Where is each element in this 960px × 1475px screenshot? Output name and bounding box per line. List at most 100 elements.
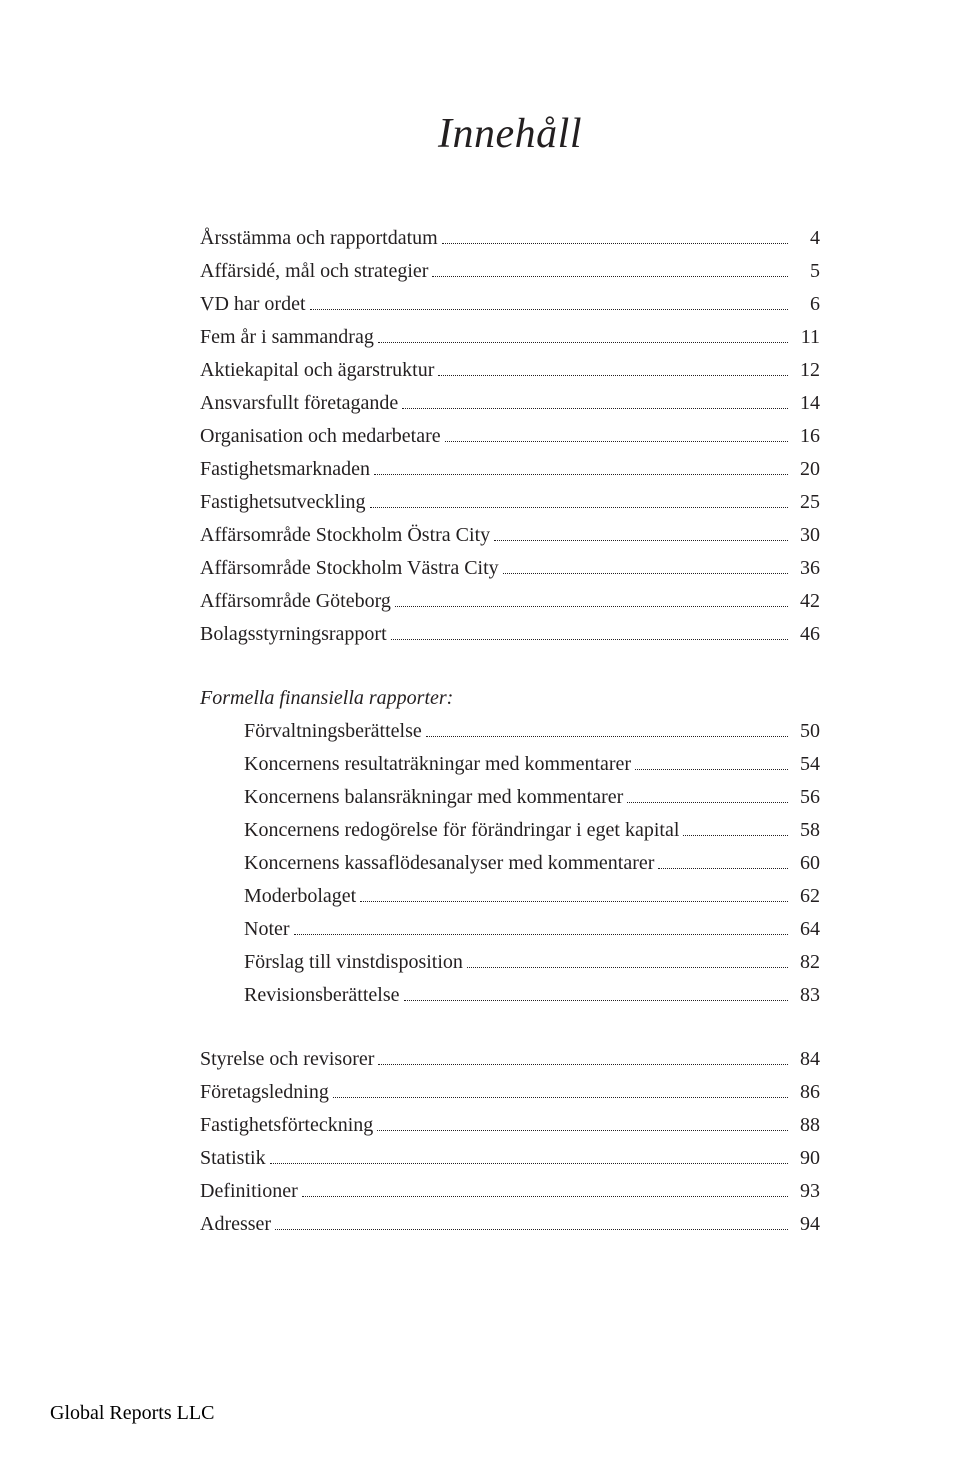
toc-leader: [467, 966, 788, 968]
toc-label: Affärsidé, mål och strategier: [200, 261, 428, 281]
toc-leader: [442, 242, 788, 244]
toc-row: Affärsidé, mål och strategier 5: [200, 261, 820, 281]
toc-label: Styrelse och revisorer: [200, 1049, 374, 1069]
toc-page-number: 58: [792, 820, 820, 840]
toc-row: Definitioner 93: [200, 1181, 820, 1201]
toc-page-number: 5: [792, 261, 820, 281]
toc-label: Fastighetsförteckning: [200, 1115, 373, 1135]
toc-leader: [391, 638, 788, 640]
toc-label: Affärsområde Stockholm Östra City: [200, 525, 490, 545]
toc-leader: [360, 900, 788, 902]
toc-leader: [395, 605, 788, 607]
toc-page-number: 93: [792, 1181, 820, 1201]
page: Innehåll Årsstämma och rapportdatum4 Affä…: [0, 0, 960, 1475]
toc-row: Styrelse och revisorer 84: [200, 1049, 820, 1069]
toc-page-number: 84: [792, 1049, 820, 1069]
toc-leader: [494, 539, 788, 541]
toc-label: Aktiekapital och ägarstruktur: [200, 360, 434, 380]
toc-row: Bolagsstyrningsrapport 46: [200, 624, 820, 644]
toc-row: Förslag till vinstdisposition82: [200, 952, 820, 972]
toc-leader: [302, 1195, 788, 1197]
toc-label: Förvaltningsberättelse: [244, 721, 422, 741]
toc-label: Fastighetsutveckling: [200, 492, 366, 512]
toc-section-heading: Formella finansiella rapporter:: [200, 688, 820, 708]
toc-row: Aktiekapital och ägarstruktur 12: [200, 360, 820, 380]
toc-page-number: 14: [792, 393, 820, 413]
toc-leader: [378, 341, 788, 343]
toc-page-number: 12: [792, 360, 820, 380]
footer-text: Global Reports LLC: [50, 1402, 214, 1425]
toc-leader: [310, 308, 788, 310]
toc-label: Förslag till vinstdisposition: [244, 952, 463, 972]
toc-label: Statistik: [200, 1148, 266, 1168]
toc-label: Koncernens balansräkningar med kommentar…: [244, 787, 623, 807]
toc-page-number: 16: [792, 426, 820, 446]
toc-page-number: 86: [792, 1082, 820, 1102]
toc-leader: [432, 275, 788, 277]
toc-row: Affärsområde Stockholm Västra City 36: [200, 558, 820, 578]
toc-leader: [445, 440, 788, 442]
toc-label: Affärsområde Stockholm Västra City: [200, 558, 499, 578]
toc-page-number: 11: [792, 327, 820, 347]
toc-page-number: 94: [792, 1214, 820, 1234]
toc-row: Affärsområde Göteborg 42: [200, 591, 820, 611]
toc-page-number: 6: [792, 294, 820, 314]
toc-label: Företagsledning: [200, 1082, 329, 1102]
toc-row: Koncernens balansräkningar med kommentar…: [200, 787, 820, 807]
toc-row: Affärsområde Stockholm Östra City 30: [200, 525, 820, 545]
toc-label: Organisation och medarbetare: [200, 426, 441, 446]
toc-leader: [438, 374, 788, 376]
toc-row: Koncernens kassaflödesanalyser med komme…: [200, 853, 820, 873]
toc-row: Revisionsberättelse83: [200, 985, 820, 1005]
toc-leader: [503, 572, 788, 574]
toc-row: Statistik 90: [200, 1148, 820, 1168]
toc-page-number: 36: [792, 558, 820, 578]
page-title: Innehåll: [200, 110, 820, 158]
toc-page-number: 25: [792, 492, 820, 512]
toc-label: Fastighetsmarknaden: [200, 459, 370, 479]
toc-leader: [402, 407, 788, 409]
toc-label: Koncernens resultaträkningar med komment…: [244, 754, 631, 774]
toc-row: Årsstämma och rapportdatum4: [200, 228, 820, 248]
toc-label: Noter: [244, 919, 290, 939]
toc-page-number: 54: [792, 754, 820, 774]
toc-page-number: 64: [792, 919, 820, 939]
toc-label: Definitioner: [200, 1181, 298, 1201]
toc-page-number: 56: [792, 787, 820, 807]
toc-row: Moderbolaget 62: [200, 886, 820, 906]
toc-page-number: 42: [792, 591, 820, 611]
toc-leader: [635, 768, 788, 770]
table-of-contents: Årsstämma och rapportdatum4 Affärsidé, må…: [200, 228, 820, 1234]
toc-page-number: 30: [792, 525, 820, 545]
toc-row: Noter 64: [200, 919, 820, 939]
toc-leader: [683, 834, 788, 836]
toc-page-number: 46: [792, 624, 820, 644]
toc-row: Ansvarsfullt företagande 14: [200, 393, 820, 413]
toc-label: Adresser: [200, 1214, 271, 1234]
toc-leader: [404, 999, 788, 1001]
toc-leader: [270, 1162, 788, 1164]
toc-row: Fastighetsmarknaden 20: [200, 459, 820, 479]
toc-label: Moderbolaget: [244, 886, 356, 906]
toc-page-number: 90: [792, 1148, 820, 1168]
toc-label: Bolagsstyrningsrapport: [200, 624, 387, 644]
toc-label: Ansvarsfullt företagande: [200, 393, 398, 413]
toc-label: Koncernens kassaflödesanalyser med komme…: [244, 853, 654, 873]
toc-page-number: 62: [792, 886, 820, 906]
toc-spacer: [200, 1018, 820, 1036]
toc-page-number: 20: [792, 459, 820, 479]
toc-leader: [275, 1228, 788, 1230]
toc-row: VD har ordet6: [200, 294, 820, 314]
toc-label: Affärsområde Göteborg: [200, 591, 391, 611]
toc-label: Årsstämma och rapportdatum: [200, 228, 438, 248]
toc-row: Adresser 94: [200, 1214, 820, 1234]
toc-leader: [426, 735, 788, 737]
toc-page-number: 60: [792, 853, 820, 873]
toc-row: Fem år i sammandrag11: [200, 327, 820, 347]
toc-label: Revisionsberättelse: [244, 985, 400, 1005]
toc-row: Koncernens redogörelse för förändringar …: [200, 820, 820, 840]
toc-leader: [333, 1096, 788, 1098]
toc-leader: [377, 1129, 788, 1131]
toc-row: Koncernens resultaträkningar med komment…: [200, 754, 820, 774]
toc-page-number: 88: [792, 1115, 820, 1135]
